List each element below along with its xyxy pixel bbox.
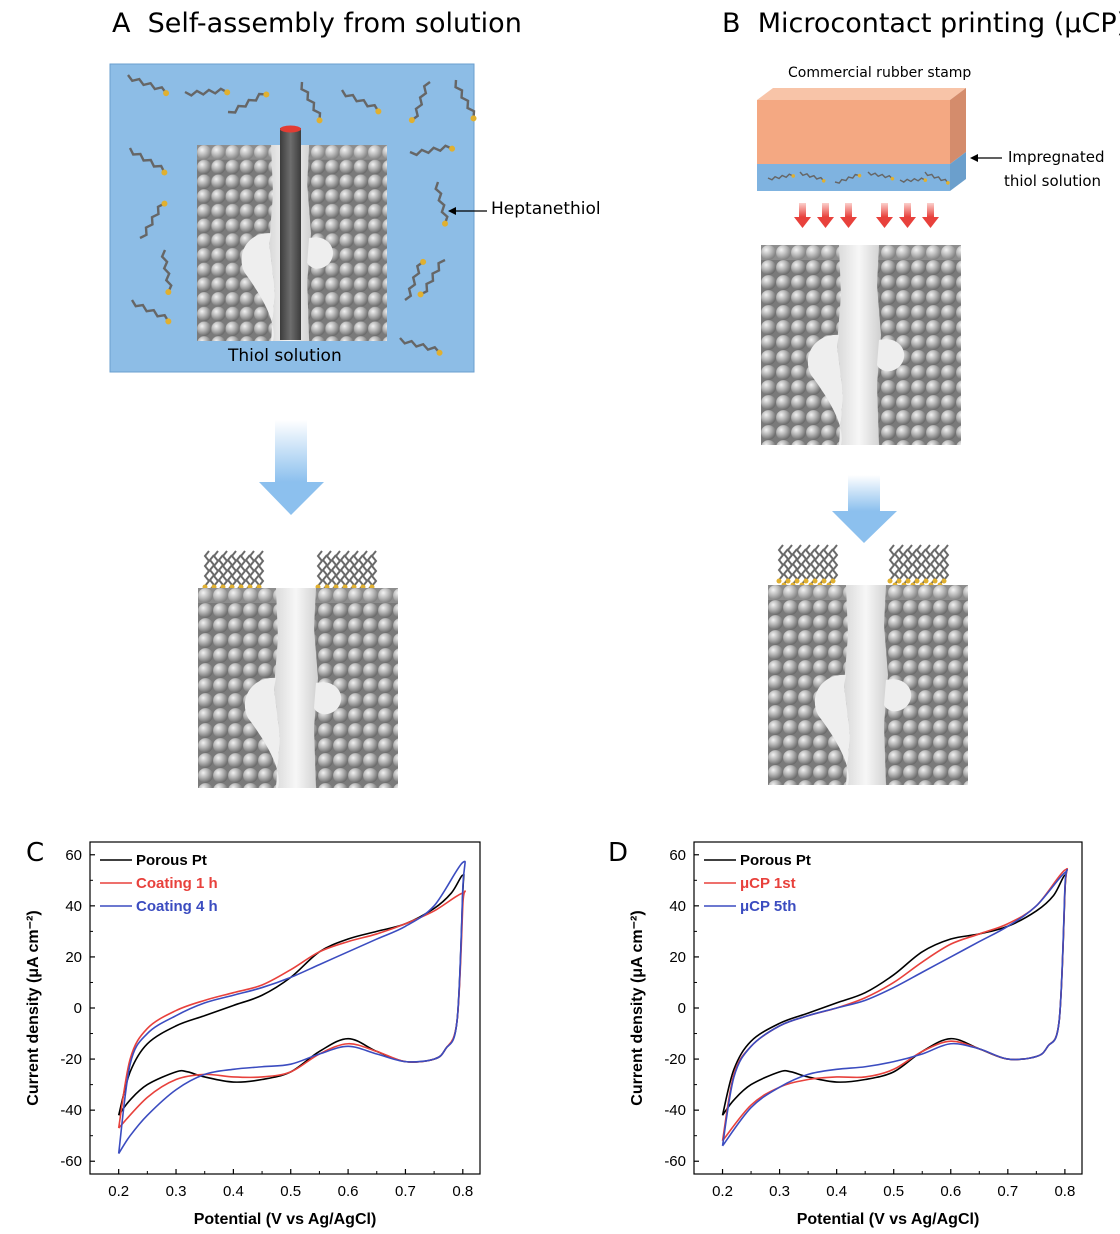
panel-a-title-text: Self-assembly from solution — [147, 8, 522, 39]
y-tick-label: 60 — [65, 847, 82, 864]
series-line-2 — [117, 860, 466, 1155]
thiol-solution-label: Thiol solution — [228, 346, 342, 366]
legend-label: μCP 5th — [740, 898, 796, 915]
pore-template-rod — [280, 125, 301, 340]
rubber-stamp-label: Commercial rubber stamp — [788, 65, 972, 81]
x-tick-label: 0.6 — [338, 1183, 359, 1200]
y-tick-label: -60 — [664, 1153, 686, 1170]
x-tick-label: 0.4 — [223, 1183, 244, 1200]
x-tick-label: 0.5 — [883, 1183, 904, 1200]
x-axis-label: Potential (V vs Ag/AgCl) — [194, 1211, 377, 1228]
x-tick-label: 0.6 — [940, 1183, 961, 1200]
y-tick-label: -20 — [664, 1051, 686, 1068]
x-tick-label: 0.3 — [166, 1183, 187, 1200]
x-tick-label: 0.5 — [280, 1183, 301, 1200]
legend-label: Coating 4 h — [136, 898, 218, 915]
x-tick-label: 0.8 — [1054, 1183, 1075, 1200]
x-axis-label: Potential (V vs Ag/AgCl) — [797, 1211, 980, 1228]
y-tick-label: 40 — [65, 898, 82, 915]
y-tick-label: 60 — [669, 847, 686, 864]
y-tick-label: -60 — [60, 1153, 82, 1170]
legend-label: μCP 1st — [740, 875, 796, 892]
x-tick-label: 0.2 — [712, 1183, 733, 1200]
x-tick-label: 0.7 — [395, 1183, 416, 1200]
x-tick-label: 0.8 — [452, 1183, 473, 1200]
y-tick-label: 0 — [74, 1000, 82, 1017]
x-tick-label: 0.7 — [997, 1183, 1018, 1200]
y-tick-label: 0 — [678, 1000, 686, 1017]
y-tick-label: -40 — [60, 1102, 82, 1119]
rubber-stamp — [757, 88, 1002, 191]
series-line-2 — [721, 868, 1069, 1147]
panel-a-letter: A — [112, 8, 131, 39]
down-arrow-icon — [259, 420, 324, 515]
x-tick-label: 0.2 — [108, 1183, 129, 1200]
legend-label: Porous Pt — [136, 852, 207, 869]
x-tick-label: 0.4 — [826, 1183, 847, 1200]
y-axis-label: Current density (μA cm⁻²) — [25, 910, 42, 1105]
y-tick-label: 40 — [669, 898, 686, 915]
heptanethiol-label: Heptanethiol — [491, 199, 601, 219]
y-tick-label: -20 — [60, 1051, 82, 1068]
y-axis-label: Current density (μA cm⁻²) — [629, 910, 646, 1105]
panel-b-title-text: Microcontact printing (μCP) — [757, 8, 1120, 39]
impregnated-label-line1: Impregnated — [1008, 148, 1105, 166]
panel-a-title: A Self-assembly from solution — [112, 8, 522, 39]
impregnated-label-line2: thiol solution — [1004, 172, 1102, 190]
y-tick-label: 20 — [669, 949, 686, 966]
panel-d-letter: D — [608, 838, 629, 868]
red-down-arrow-icon — [794, 203, 939, 228]
legend-label: Coating 1 h — [136, 875, 218, 892]
legend-label: Porous Pt — [740, 852, 811, 869]
down-arrow-icon — [832, 475, 897, 543]
panel-c-letter: C — [26, 838, 45, 868]
x-tick-label: 0.3 — [769, 1183, 790, 1200]
panel-b-letter: B — [722, 8, 741, 39]
schematic-illustration — [109, 63, 1002, 788]
panel-b-title: B Microcontact printing (μCP) — [722, 8, 1120, 39]
y-tick-label: -40 — [664, 1102, 686, 1119]
thiol-solution-box — [109, 63, 487, 373]
y-tick-label: 20 — [65, 949, 82, 966]
